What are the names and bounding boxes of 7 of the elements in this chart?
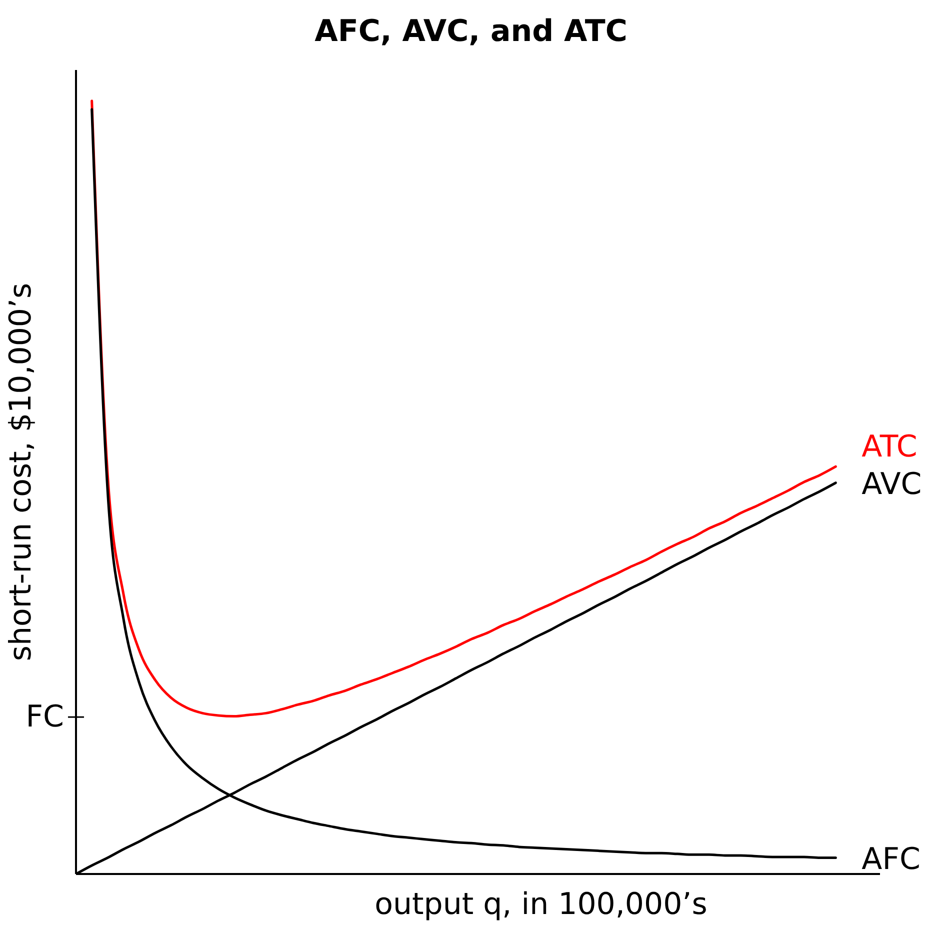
series-label: AFC — [862, 842, 920, 877]
x-axis-title: output q, in 100,000’s — [374, 887, 708, 922]
series-label: ATC — [862, 430, 918, 465]
y-axis-title: short-run cost, $10,000’s — [4, 282, 39, 662]
ref-line-label: FC — [26, 700, 64, 735]
chart-title: AFC, AVC, and ATC — [314, 14, 628, 49]
series-label: AVC — [862, 466, 922, 502]
